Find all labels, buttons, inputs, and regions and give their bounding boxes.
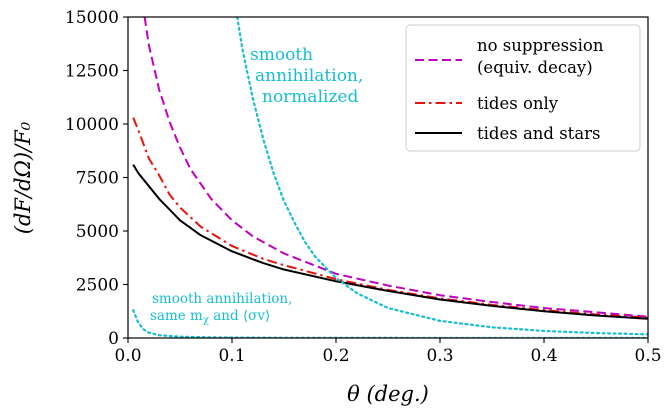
legend-label-1-0: tides only: [477, 94, 559, 113]
y-tick-label: 0: [108, 329, 119, 349]
legend-label-0-0: no suppression: [477, 36, 604, 55]
y-tick-label: 10000: [65, 115, 119, 135]
x-tick-label: 0.0: [114, 346, 141, 366]
series-line-3: [236, 17, 648, 336]
x-tick-label: 0.4: [530, 346, 557, 366]
annotation-normalized-line-3: normalized: [262, 87, 358, 107]
y-tick-label: 12500: [65, 62, 119, 82]
y-tick-label: 5000: [76, 222, 119, 242]
y-tick-label: 15000: [65, 8, 119, 28]
annotation-same-line-2a: same m: [150, 308, 203, 324]
y-tick-label: 2500: [76, 276, 119, 296]
series-line-1: [132, 117, 648, 319]
annotation-same-params: smooth annihilation, same mχ and ⟨σv⟩: [150, 291, 297, 326]
legend-frame: [405, 24, 641, 152]
annotation-normalized-line-2: annihilation,: [255, 66, 363, 86]
x-axis: 0.0 0.1 0.2 0.3 0.4 0.5: [114, 338, 662, 366]
annotation-same-line-2c: and ⟨σv⟩: [209, 308, 270, 324]
x-tick-label: 0.5: [634, 346, 661, 366]
series-line-0: [143, 17, 648, 318]
x-tick-label: 0.1: [218, 346, 245, 366]
legend-label-0-1: (equiv. decay): [477, 58, 593, 77]
annotation-same-line-2b: χ: [203, 315, 209, 326]
x-tick-label: 0.2: [322, 346, 349, 366]
y-tick-label: 7500: [76, 169, 119, 189]
y-axis-label: (dF/dΩ)/F₀: [11, 121, 35, 234]
annotation-normalized: smooth annihilation, normalized: [250, 45, 369, 107]
legend: no suppression (equiv. decay) tides only ti…: [405, 24, 641, 152]
series-line-2: [132, 164, 648, 320]
x-axis-label: θ (deg.): [347, 382, 429, 406]
x-tick-label: 0.3: [426, 346, 453, 366]
annotation-normalized-line-1: smooth: [250, 45, 313, 65]
legend-label-2-0: tides and stars: [477, 124, 601, 143]
annotation-same-line-1: smooth annihilation,: [152, 291, 292, 307]
y-axis: 0 2500 5000 7500 10000 12500 15000: [65, 8, 128, 349]
